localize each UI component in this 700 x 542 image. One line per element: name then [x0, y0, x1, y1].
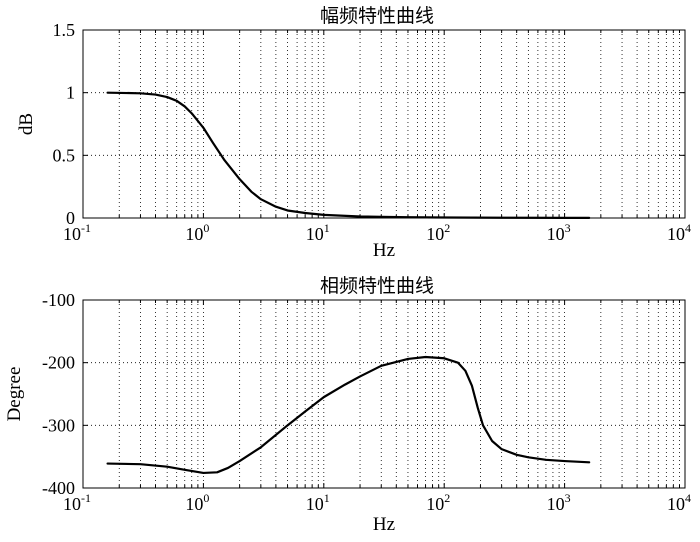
magnitude-curve-layer [106, 91, 591, 219]
magnitude-y-axis-label: dB [16, 113, 37, 135]
phase-y-tick-label: -300 [42, 415, 75, 435]
phase-x-tick-label: 10-1 [63, 491, 91, 514]
phase-plot-title: 相频特性曲线 [320, 275, 434, 297]
magnitude-plot-title: 幅频特性曲线 [320, 5, 434, 27]
phase-x-tick-label: 100 [185, 491, 209, 514]
phase-y-tick-label: -400 [42, 478, 75, 498]
phase-curve-layer [106, 355, 591, 475]
phase-y-tick-label: -200 [42, 353, 75, 373]
magnitude-y-tick-label: 0.5 [53, 145, 76, 165]
phase-plot: 相频特性曲线 -400 -300 -200 -100 10-1 100 101 102 103 1… [4, 275, 691, 535]
magnitude-grid [83, 30, 685, 218]
phase-y-tick-label: -100 [42, 290, 75, 310]
magnitude-x-tick-label: 103 [547, 221, 571, 244]
phase-x-tick-label: 102 [426, 491, 450, 514]
phase-y-axis-label: Degree [4, 367, 25, 422]
magnitude-y-tick-label: 0 [66, 208, 75, 228]
magnitude-plot-frame [82, 29, 686, 219]
magnitude-y-tick-label: 1 [66, 83, 75, 103]
magnitude-x-tick-label: 101 [306, 221, 330, 244]
phase-ticks: -400 -300 -200 -100 10-1 100 101 102 103 104 [42, 290, 691, 514]
magnitude-series-line [106, 91, 591, 219]
magnitude-x-tick-label: 104 [667, 221, 691, 244]
phase-x-tick-label: 104 [667, 491, 691, 514]
phase-x-tick-label: 103 [547, 491, 571, 514]
phase-plot-frame [82, 299, 686, 489]
magnitude-x-tick-label: 100 [185, 221, 209, 244]
magnitude-ticks: 0 0.5 1 1.5 10-1 100 101 102 103 104 [53, 20, 692, 244]
phase-series-line [106, 355, 591, 475]
phase-x-axis-label: Hz [373, 514, 395, 535]
magnitude-x-tick-label: 10-1 [63, 221, 91, 244]
magnitude-x-tick-label: 102 [426, 221, 450, 244]
phase-x-tick-label: 101 [306, 491, 330, 514]
magnitude-x-axis-label: Hz [373, 240, 395, 261]
phase-grid [83, 300, 685, 488]
magnitude-plot: 幅频特性曲线 0 0.5 1 1.5 10-1 100 101 102 103 104 Hz dB [16, 5, 691, 261]
magnitude-y-tick-label: 1.5 [53, 20, 76, 40]
